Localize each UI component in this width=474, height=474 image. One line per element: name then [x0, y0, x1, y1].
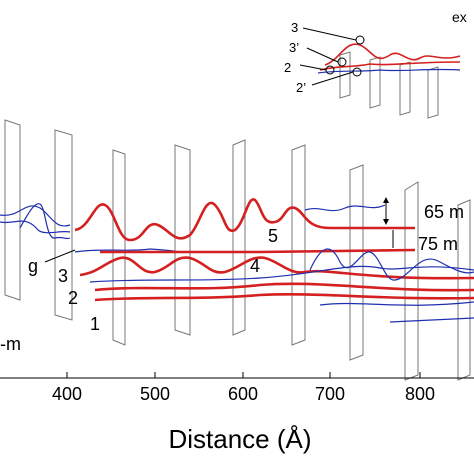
curve [0, 205, 71, 227]
panel [4, 119, 21, 301]
leader [306, 47, 339, 63]
curve [19, 203, 71, 240]
label: 65 m [424, 202, 464, 222]
label: 75 m [418, 234, 458, 254]
panel [232, 139, 246, 336]
curve [317, 68, 461, 74]
curve [319, 301, 474, 306]
x-tick-label: 700 [315, 384, 345, 404]
x-ticks: 400 500 600 700 800 [52, 372, 435, 404]
label: 3 [58, 266, 68, 286]
leader [311, 71, 354, 86]
x-tick-label: 800 [405, 384, 435, 404]
curve [89, 265, 474, 283]
leader [44, 249, 76, 263]
leader [302, 27, 357, 41]
curve [0, 220, 71, 234]
curve [389, 317, 474, 323]
marker [352, 67, 362, 77]
leader [299, 64, 327, 71]
label: 5 [268, 226, 278, 246]
label: -m [0, 334, 21, 354]
x-tick-label: 600 [228, 384, 258, 404]
inset-label: 3’ [289, 40, 299, 55]
label: 4 [250, 256, 260, 276]
panel [174, 144, 191, 336]
curve [94, 293, 474, 302]
inset-label: 2 [284, 60, 291, 75]
panel [349, 164, 364, 361]
panel [112, 149, 126, 346]
panel [291, 144, 306, 346]
label: g [28, 256, 38, 276]
x-axis-title: Distance (Å) [168, 424, 311, 454]
inset-corner: ex [452, 9, 467, 25]
inset-label: 2’ [296, 80, 306, 95]
panel [54, 129, 73, 321]
label: 1 [90, 314, 100, 334]
marker [337, 57, 347, 67]
inset-label: 3 [291, 20, 298, 35]
curves [0, 198, 474, 323]
marker [325, 65, 335, 75]
panel [457, 199, 471, 381]
curve [304, 204, 386, 212]
curve [74, 198, 415, 242]
curve [319, 61, 461, 71]
panels [4, 119, 471, 381]
x-tick-label: 500 [140, 384, 170, 404]
panel [339, 51, 351, 99]
curve [309, 248, 474, 281]
inset: 3 3’ 2 2’ ex [284, 9, 467, 119]
x-tick-label: 400 [52, 384, 82, 404]
marker [355, 35, 365, 45]
curve [100, 248, 416, 254]
curve [94, 282, 474, 292]
curve [324, 43, 461, 66]
label: 2 [68, 288, 78, 308]
panel [404, 181, 419, 381]
panel [427, 66, 439, 119]
